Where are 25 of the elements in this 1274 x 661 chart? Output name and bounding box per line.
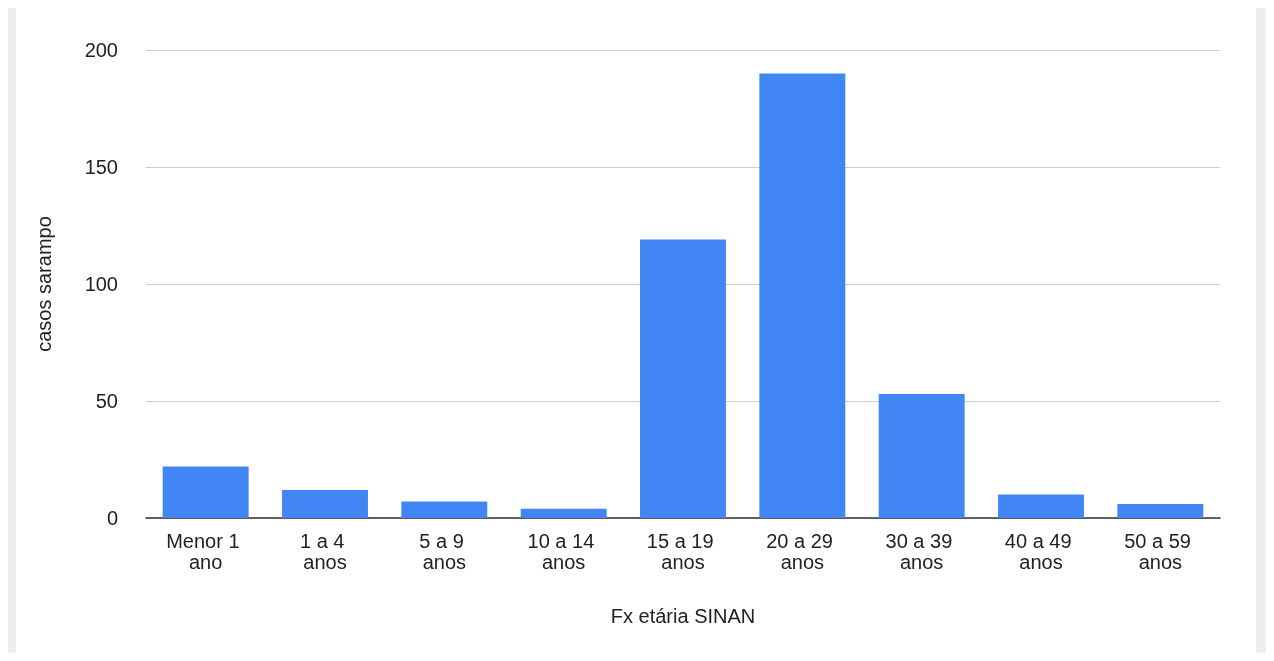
x-tick-label: 40 a 49 anos (1004, 529, 1078, 573)
x-tick-label: 15 a 19 anos (646, 529, 720, 573)
x-axis-title: Fx etária SINAN (610, 605, 756, 627)
y-tick-label: 0 (106, 507, 118, 529)
bar (520, 508, 607, 518)
bar (759, 73, 846, 518)
x-tick-label: 50 a 59 anos (1124, 529, 1197, 573)
bar (640, 239, 726, 518)
bar (1117, 503, 1204, 518)
x-tick-label: 10 a 14 anos (527, 529, 600, 573)
x-tick-label: 1 a 4 anos (299, 529, 351, 573)
x-tick-label: 20 a 29 anos (766, 529, 839, 573)
y-tick-label: 200 (84, 39, 118, 61)
bar (998, 494, 1084, 518)
y-tick-label: 50 (95, 390, 118, 412)
x-tick-label: 5 a 9 anos (419, 529, 470, 573)
bar (162, 466, 249, 518)
bar (282, 489, 368, 518)
y-tick-label: 100 (84, 273, 118, 295)
bar (401, 501, 488, 518)
x-tick-label: 30 a 39 anos (885, 529, 958, 573)
bar (878, 393, 965, 518)
y-tick-label: 150 (84, 156, 118, 178)
y-axis-title: casos sarampo (33, 216, 55, 352)
x-tick-label: Menor 1 ano (166, 529, 246, 573)
